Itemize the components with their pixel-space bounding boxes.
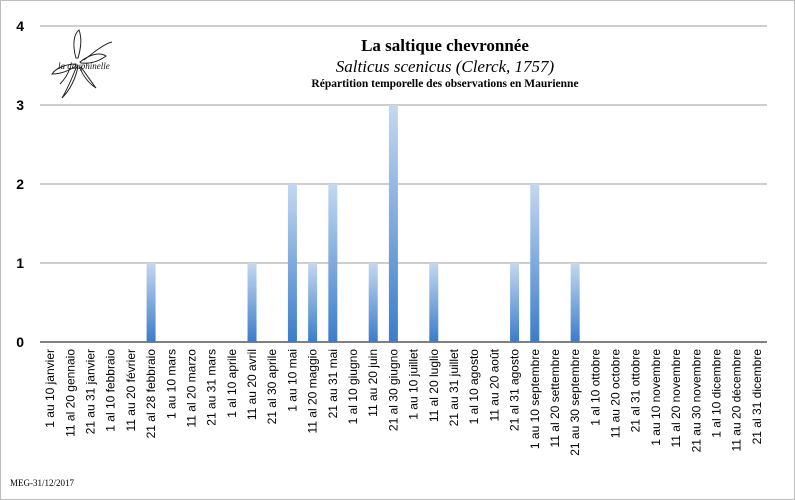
x-tick-label: 21 al 30 giugno [386,349,400,431]
x-tick-label: 11 au 20 octobre [609,349,623,439]
x-tick-label: 21 al 31 agosto [508,349,522,431]
x-tick-label: 1 al 10 aprile [225,349,239,418]
credit-text: MEG-31/12/2017 [10,478,74,488]
bar [287,184,297,342]
x-tick-label: 11 al 20 maggio [306,349,320,434]
bar [308,263,318,342]
x-tick-label: 1 al 10 agosto [467,349,481,425]
x-tick-label: 21 au 30 novembre [689,349,703,453]
x-tick-label: 11 al 20 settembre [548,349,562,448]
chart-caption: Répartition temporelle des observations … [311,78,579,90]
x-tick-label: 1 au 10 juillet [407,348,421,419]
x-tick-label: 11 al 20 gennaio [63,349,77,437]
y-tick-label: 3 [16,97,24,113]
bar [510,263,520,342]
x-tick-label: 21 al 28 febbraio [144,349,158,439]
x-tick-label: 1 al 10 ottobre [588,349,602,426]
x-tick-label: 11 al 20 novembre [669,349,683,448]
x-tick-label: 11 al 20 luglio [427,349,441,422]
y-tick-label: 1 [16,255,24,271]
bar [388,105,398,342]
bar [368,263,378,342]
bar [429,263,439,342]
x-tick-label: 21 al 31 ottobre [629,349,643,433]
x-tick-label: 11 al 20 marzo [184,349,198,428]
x-tick-label: 1 au 10 mars [164,349,178,419]
bar [530,184,540,342]
x-tick-label: 21 al 31 dicembre [750,349,764,445]
bar [570,263,580,342]
x-tick-label: 1 al 10 giugno [346,349,360,425]
x-tick-label: 1 al 10 febbraio [104,349,118,432]
y-tick-label: 2 [16,176,24,192]
y-tick-label: 4 [16,18,24,34]
x-tick-label: 1 au 10 mai [285,349,299,412]
x-tick-label: 21 au 31 janvier [83,349,97,434]
x-tick-label: 11 au 20 février [124,349,138,432]
x-tick-label: 21 au 31 mai [326,349,340,418]
x-tick-label: 11 au 20 décembre [730,349,744,452]
x-tick-label: 1 al 10 dicembre [710,349,724,438]
chart-title: La saltique chevronnée [361,36,529,55]
x-tick-label: 11 au 20 avril [245,349,259,420]
x-tick-label: 21 au 31 mars [205,349,219,426]
x-tick-label: 1 au 10 novembre [649,349,663,446]
lily-flower-icon [51,29,113,99]
x-tick-label: 21 au 31 juillet [447,348,461,426]
x-tick-label: 11 au 20 août [487,348,501,421]
species-name: Salticus scenicus (Clerck, 1757) [335,57,555,76]
logo-text: la dauphinelle [58,61,110,71]
y-tick-label: 0 [16,334,24,350]
x-tick-label: 1 au 10 janvier [43,349,57,428]
x-tick-label: 21 al 30 aprile [265,349,279,425]
logo [48,28,124,110]
bar [146,263,156,342]
x-tick-label: 11 au 20 juin [366,349,380,417]
x-tick-label: 1 au 10 septembre [528,349,542,449]
bar [247,263,257,342]
x-tick-label: 21 au 30 septembre [568,349,582,456]
bar [328,184,338,342]
